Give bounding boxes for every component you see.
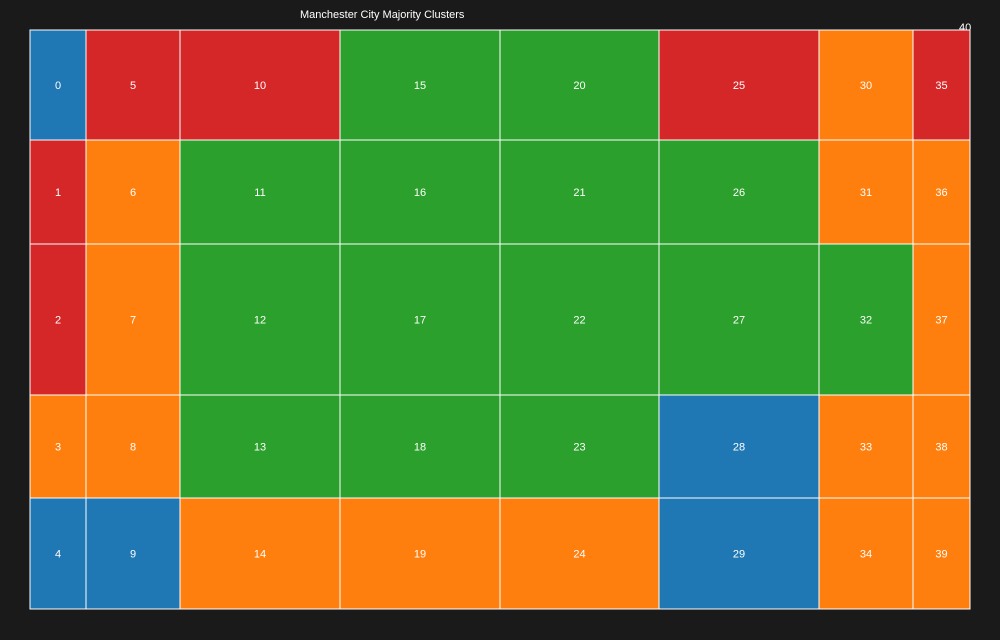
cluster-cell-17 <box>339 243 501 396</box>
cluster-cell-label-35: 35 <box>935 80 947 92</box>
cluster-cell-12 <box>179 243 341 396</box>
cluster-cell-23 <box>499 394 660 499</box>
cluster-cell-36 <box>912 139 971 245</box>
cluster-cell-34 <box>818 497 914 610</box>
cluster-cell-label-2: 2 <box>55 315 61 327</box>
cluster-cell-0 <box>29 29 87 141</box>
cluster-cell-31 <box>818 139 914 245</box>
cluster-cell-label-6: 6 <box>130 187 136 199</box>
cluster-cell-label-18: 18 <box>414 442 426 454</box>
cluster-cell-label-32: 32 <box>860 315 872 327</box>
cluster-cell-11 <box>179 139 341 245</box>
cluster-cell-label-11: 11 <box>254 187 265 199</box>
cluster-cell-label-23: 23 <box>573 442 585 454</box>
cluster-cell-14 <box>179 497 341 610</box>
cluster-cell-label-0: 0 <box>55 80 61 92</box>
cluster-cell-label-15: 15 <box>414 80 426 92</box>
cluster-cell-20 <box>499 29 660 141</box>
cluster-cell-label-33: 33 <box>860 442 872 454</box>
cluster-cell-label-1: 1 <box>55 187 61 199</box>
cluster-cell-label-37: 37 <box>935 315 947 327</box>
cluster-cell-21 <box>499 139 660 245</box>
cluster-cell-label-39: 39 <box>935 549 947 561</box>
cluster-cell-label-34: 34 <box>860 549 872 561</box>
cluster-cell-label-4: 4 <box>55 549 61 561</box>
cluster-cell-label-21: 21 <box>573 187 585 199</box>
cluster-cell-label-30: 30 <box>860 80 872 92</box>
cluster-cell-label-24: 24 <box>573 549 585 561</box>
cluster-cell-label-27: 27 <box>733 315 745 327</box>
cluster-cell-18 <box>339 394 501 499</box>
cluster-cell-label-12: 12 <box>254 315 266 327</box>
cluster-cell-15 <box>339 29 501 141</box>
cluster-cell-label-22: 22 <box>573 315 585 327</box>
cluster-cell-label-9: 9 <box>130 549 136 561</box>
cluster-cell-9 <box>85 497 181 610</box>
cluster-cell-label-38: 38 <box>935 442 947 454</box>
cluster-cell-label-7: 7 <box>130 315 136 327</box>
cluster-cell-label-26: 26 <box>733 187 745 199</box>
cluster-cell-16 <box>339 139 501 245</box>
cluster-cell-2 <box>29 243 87 396</box>
cluster-cell-13 <box>179 394 341 499</box>
cluster-cell-19 <box>339 497 501 610</box>
cluster-cell-4 <box>29 497 87 610</box>
cluster-cell-label-25: 25 <box>733 80 745 92</box>
cluster-cell-8 <box>85 394 181 499</box>
cluster-cell-label-28: 28 <box>733 442 745 454</box>
cluster-cell-3 <box>29 394 87 499</box>
cluster-cell-label-17: 17 <box>414 315 426 327</box>
cluster-cell-label-19: 19 <box>414 549 426 561</box>
cluster-cell-label-14: 14 <box>254 549 266 561</box>
cluster-cell-label-5: 5 <box>130 80 136 92</box>
cluster-cell-28 <box>658 394 820 499</box>
cluster-cell-32 <box>818 243 914 396</box>
cluster-cell-38 <box>912 394 971 499</box>
cluster-cell-label-13: 13 <box>254 442 266 454</box>
cluster-cell-label-31: 31 <box>860 187 872 199</box>
chart-title: Manchester City Majority Clusters <box>300 9 465 21</box>
cluster-cell-37 <box>912 243 971 396</box>
cluster-cell-33 <box>818 394 914 499</box>
cluster-cell-5 <box>85 29 181 141</box>
cluster-cell-label-36: 36 <box>935 187 947 199</box>
cluster-cell-35 <box>912 29 971 141</box>
cluster-cell-39 <box>912 497 971 610</box>
cluster-cell-24 <box>499 497 660 610</box>
cluster-cell-label-10: 10 <box>254 80 266 92</box>
cluster-cell-label-16: 16 <box>414 187 426 199</box>
cluster-cell-25 <box>658 29 820 141</box>
cluster-cell-label-8: 8 <box>130 442 136 454</box>
cluster-cell-10 <box>179 29 341 141</box>
cluster-cell-27 <box>658 243 820 396</box>
cluster-cell-label-20: 20 <box>573 80 585 92</box>
cluster-cell-30 <box>818 29 914 141</box>
cluster-cell-label-3: 3 <box>55 442 61 454</box>
cluster-cell-label-29: 29 <box>733 549 745 561</box>
